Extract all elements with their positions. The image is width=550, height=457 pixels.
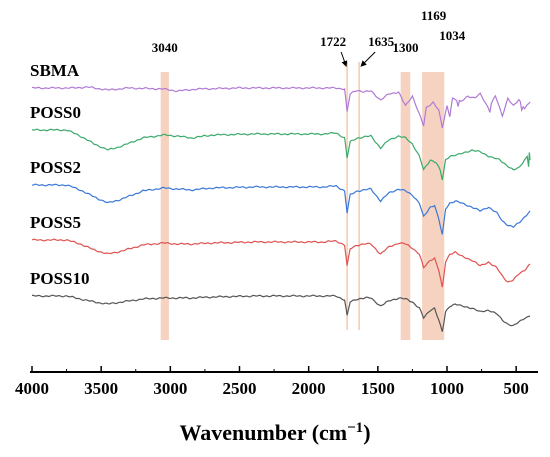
x-axis-ticks: 4000 3500 3000 2500 2000 1500 1000 500 bbox=[15, 366, 529, 398]
annotation-3040: 3040 bbox=[152, 40, 178, 55]
annotation-1635: 1635 bbox=[368, 34, 395, 49]
x-axis-title: Wavenumber (cm−1) bbox=[179, 420, 370, 445]
tick-label-3000: 3000 bbox=[153, 379, 187, 398]
series-poss2 bbox=[31, 183, 531, 235]
tick-label-2500: 2500 bbox=[223, 379, 257, 398]
series-sbma bbox=[31, 86, 531, 129]
series-poss10 bbox=[32, 294, 531, 332]
annotation-1300: 1300 bbox=[393, 40, 419, 55]
highlight-bands bbox=[160, 72, 445, 340]
x-axis-title-superscript: −1 bbox=[347, 420, 363, 436]
arrow-1635 bbox=[360, 51, 376, 67]
x-axis-title-close: ) bbox=[363, 420, 370, 445]
series-label-sbma: SBMA bbox=[30, 61, 80, 80]
series-label-poss2: POSS2 bbox=[30, 158, 81, 177]
series-poss5 bbox=[31, 238, 531, 288]
x-axis-title-text: Wavenumber (cm bbox=[179, 420, 347, 445]
spectra-series bbox=[31, 86, 531, 332]
band-3040 bbox=[160, 72, 169, 340]
tick-label-1500: 1500 bbox=[361, 379, 395, 398]
band-1300 bbox=[400, 72, 411, 340]
series-label-poss5: POSS5 bbox=[30, 213, 81, 232]
annotation-1722: 1722 bbox=[320, 34, 346, 49]
tick-label-1000: 1000 bbox=[430, 379, 464, 398]
series-label-poss0: POSS0 bbox=[30, 103, 81, 122]
annotation-1169: 1169 bbox=[421, 8, 447, 23]
tick-label-500: 500 bbox=[503, 379, 529, 398]
series-label-poss10: POSS10 bbox=[30, 269, 90, 288]
tick-label-4000: 4000 bbox=[15, 379, 49, 398]
tick-label-3500: 3500 bbox=[84, 379, 118, 398]
tick-label-2000: 2000 bbox=[292, 379, 326, 398]
arrow-1722 bbox=[340, 51, 348, 67]
annotation-1034: 1034 bbox=[439, 28, 466, 43]
series-poss0 bbox=[31, 128, 531, 181]
series-labels: SBMA POSS0 POSS2 POSS5 POSS10 bbox=[30, 61, 90, 288]
